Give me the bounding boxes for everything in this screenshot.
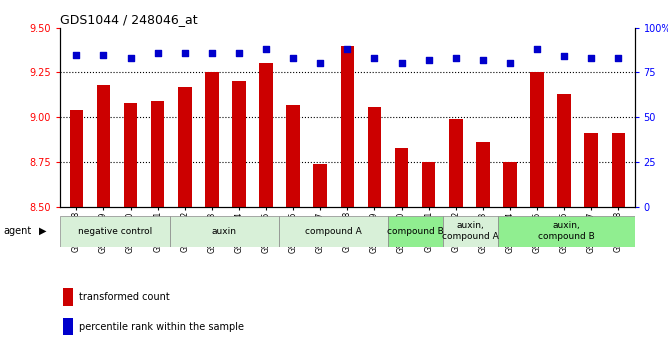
Point — [98, 52, 109, 57]
Text: transformed count: transformed count — [79, 292, 169, 302]
Point — [369, 55, 380, 61]
Text: GDS1044 / 248046_at: GDS1044 / 248046_at — [60, 13, 198, 27]
Point — [559, 53, 570, 59]
Bar — [557, 94, 571, 207]
Bar — [612, 134, 625, 207]
Text: compound B: compound B — [387, 227, 444, 236]
Point — [234, 50, 244, 56]
Bar — [449, 119, 462, 207]
Text: auxin,
compound A: auxin, compound A — [442, 221, 499, 241]
Text: percentile rank within the sample: percentile rank within the sample — [79, 322, 244, 332]
Bar — [313, 164, 327, 207]
Point — [125, 55, 136, 61]
Bar — [279, 216, 388, 247]
Bar — [178, 87, 192, 207]
Bar — [341, 46, 354, 207]
Point — [586, 55, 597, 61]
Point — [315, 61, 325, 66]
Point — [396, 61, 407, 66]
Bar — [367, 107, 381, 207]
Bar — [584, 134, 598, 207]
Bar — [498, 216, 635, 247]
Text: negative control: negative control — [77, 227, 152, 236]
Point — [261, 46, 271, 52]
Point — [206, 50, 217, 56]
Point — [71, 52, 81, 57]
Text: ▶: ▶ — [39, 226, 46, 236]
Bar — [530, 72, 544, 207]
Bar — [124, 103, 138, 207]
Bar — [170, 216, 279, 247]
Text: auxin,
compound B: auxin, compound B — [538, 221, 595, 241]
Bar — [443, 216, 498, 247]
Point — [152, 50, 163, 56]
Bar — [287, 105, 300, 207]
Bar — [205, 72, 218, 207]
Bar — [97, 85, 110, 207]
Bar — [503, 162, 517, 207]
Point — [424, 57, 434, 63]
Point — [613, 55, 624, 61]
Bar — [232, 81, 246, 207]
Bar — [63, 318, 73, 335]
Bar — [395, 148, 408, 207]
Bar — [422, 162, 436, 207]
Bar — [151, 101, 164, 207]
Point — [478, 57, 488, 63]
Text: agent: agent — [3, 226, 31, 236]
Point — [288, 55, 299, 61]
Point — [532, 46, 542, 52]
Bar — [60, 216, 170, 247]
Point — [504, 61, 515, 66]
Bar — [476, 142, 490, 207]
Bar — [63, 288, 73, 306]
Point — [450, 55, 461, 61]
Text: compound A: compound A — [305, 227, 362, 236]
Text: auxin: auxin — [212, 227, 236, 236]
Bar — [388, 216, 443, 247]
Point — [180, 50, 190, 56]
Point — [342, 46, 353, 52]
Bar — [69, 110, 83, 207]
Bar — [259, 63, 273, 207]
